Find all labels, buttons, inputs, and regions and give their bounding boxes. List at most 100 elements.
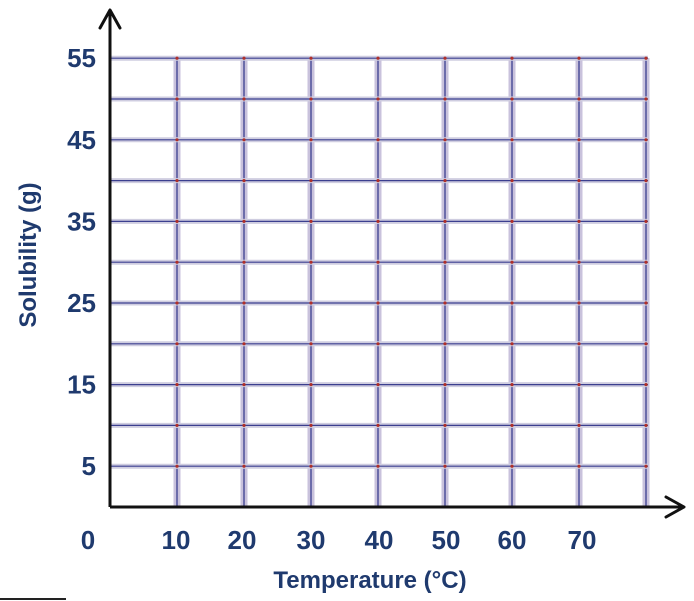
grid-intersection-dot	[309, 424, 312, 427]
grid-intersection-dot	[309, 138, 312, 141]
grid-intersection-dot	[577, 57, 580, 60]
grid-intersection-dot	[309, 57, 312, 60]
grid-intersection-dot	[510, 301, 513, 304]
grid-intersection-dot	[309, 261, 312, 264]
grid-intersection-dot	[175, 465, 178, 468]
grid-intersection-dot	[242, 57, 245, 60]
x-tick-labels: 0 10 20 30 40 50 60 70	[81, 525, 597, 555]
grid-intersection-dot	[175, 179, 178, 182]
x-tick-label: 40	[365, 525, 394, 555]
grid-intersection-dot	[443, 261, 446, 264]
grid-intersection-dot	[644, 261, 647, 264]
grid-intersection-dot	[510, 138, 513, 141]
grid-intersection-dot	[242, 97, 245, 100]
grid-intersection-dot	[309, 220, 312, 223]
grid-intersection-dot	[242, 220, 245, 223]
grid-intersection-dot	[376, 97, 379, 100]
grid-intersection-dot	[510, 97, 513, 100]
grid-intersection-dot	[644, 424, 647, 427]
x-tick-label: 0	[81, 525, 95, 555]
y-tick-label: 25	[67, 288, 96, 318]
grid-intersection-dot	[242, 261, 245, 264]
grid-intersection-dot	[242, 179, 245, 182]
grid-intersection-dot	[443, 138, 446, 141]
grid-intersection-dot	[175, 342, 178, 345]
grid-intersection-dot	[242, 301, 245, 304]
grid-intersection-dot	[309, 97, 312, 100]
grid-intersection-dot	[443, 301, 446, 304]
grid-intersection-dot	[510, 220, 513, 223]
grid-intersection-dot	[577, 261, 580, 264]
grid-intersection-dot	[644, 220, 647, 223]
grid-intersection-dot	[644, 57, 647, 60]
x-tick-label: 60	[498, 525, 527, 555]
grid-intersection-dot	[376, 57, 379, 60]
grid-intersection-dot	[577, 97, 580, 100]
grid-intersection-dot	[376, 138, 379, 141]
grid-intersection-dot	[577, 342, 580, 345]
grid-intersection-dot	[175, 138, 178, 141]
x-tick-label: 30	[297, 525, 326, 555]
grid-intersection-dot	[175, 424, 178, 427]
grid-intersection-dot	[510, 57, 513, 60]
grid-intersection-dot	[443, 179, 446, 182]
grid-intersection-dot	[175, 97, 178, 100]
grid-intersection-dot	[510, 424, 513, 427]
grid-intersection-dot	[242, 342, 245, 345]
grid-intersection-dot	[510, 465, 513, 468]
grid-intersection-dot	[577, 138, 580, 141]
grid-intersection-dot	[577, 179, 580, 182]
grid-intersection-dot	[577, 301, 580, 304]
y-tick-label: 55	[67, 43, 96, 73]
grid-intersection-dot	[644, 383, 647, 386]
grid-intersection-dot	[510, 383, 513, 386]
y-tick-label: 45	[67, 125, 96, 155]
y-tick-label: 15	[67, 370, 96, 400]
grid-intersection-dot	[443, 424, 446, 427]
grid-intersection-dot	[443, 97, 446, 100]
grid	[110, 57, 648, 507]
grid-intersection-dot	[309, 342, 312, 345]
grid-intersection-dot	[443, 342, 446, 345]
grid-intersection-dot	[376, 261, 379, 264]
grid-intersection-dot	[376, 465, 379, 468]
grid-intersection-dot	[644, 465, 647, 468]
grid-intersection-dot	[510, 261, 513, 264]
grid-intersection-dot	[175, 57, 178, 60]
grid-intersection-dot	[577, 220, 580, 223]
y-tick-label: 35	[67, 206, 96, 236]
y-tick-labels: 5 15 25 35 45 55	[67, 43, 96, 481]
y-axis-label: Solubility (g)	[15, 182, 42, 327]
grid-intersection-dot	[644, 342, 647, 345]
x-tick-label: 50	[432, 525, 461, 555]
grid-intersection-dot	[175, 383, 178, 386]
x-tick-label: 10	[162, 525, 191, 555]
grid-intersection-dot	[309, 301, 312, 304]
x-axis-label: Temperature (°C)	[273, 567, 466, 594]
grid-intersection-dot	[376, 383, 379, 386]
grid-intersection-dot	[376, 424, 379, 427]
grid-intersection-dot	[242, 424, 245, 427]
grid-intersection-dot	[510, 179, 513, 182]
grid-intersection-dot	[510, 342, 513, 345]
grid-intersection-dot	[443, 383, 446, 386]
x-tick-label: 70	[568, 525, 597, 555]
grid-intersection-dot	[242, 138, 245, 141]
grid-intersection-dot	[242, 465, 245, 468]
grid-intersection-dot	[376, 220, 379, 223]
y-tick-label: 5	[82, 451, 96, 481]
grid-intersection-dot	[443, 57, 446, 60]
grid-intersection-dot	[644, 179, 647, 182]
grid-intersection-dot	[309, 179, 312, 182]
grid-intersection-dot	[175, 301, 178, 304]
grid-intersection-dot	[644, 138, 647, 141]
grid-intersection-dot	[644, 97, 647, 100]
grid-intersection-dot	[376, 301, 379, 304]
x-tick-label: 20	[228, 525, 257, 555]
grid-intersection-dot	[376, 179, 379, 182]
grid-intersection-dot	[443, 220, 446, 223]
grid-intersection-dot	[577, 383, 580, 386]
grid-intersection-dot	[577, 424, 580, 427]
grid-intersection-dot	[175, 261, 178, 264]
grid-intersection-dot	[577, 465, 580, 468]
